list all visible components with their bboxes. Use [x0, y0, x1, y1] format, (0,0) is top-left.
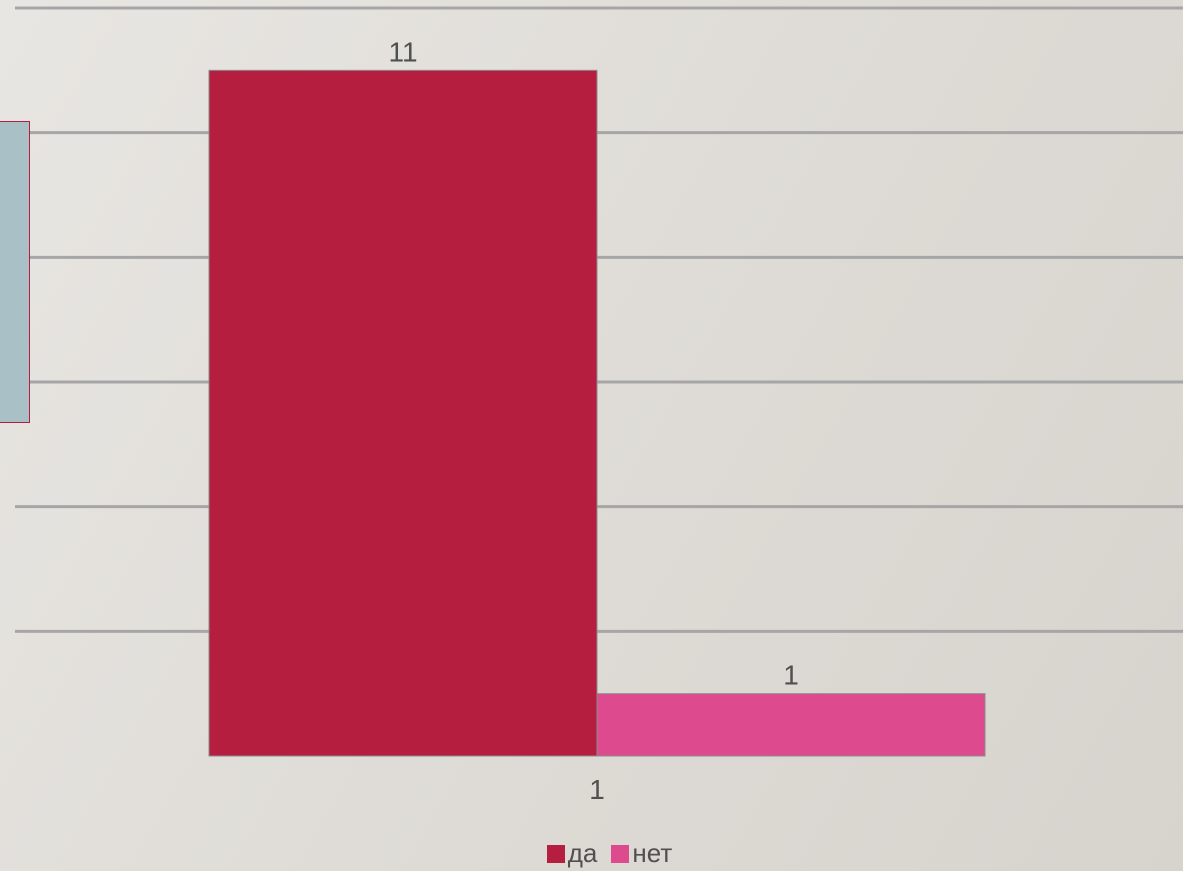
bar-da: [208, 69, 598, 757]
legend: да нет: [0, 838, 1183, 869]
side-decoration-panel: [0, 121, 30, 423]
legend-item-da: да: [546, 838, 598, 869]
legend-swatch-net: [611, 844, 630, 863]
legend-item-net: нет: [611, 838, 672, 869]
data-label-net: 1: [783, 660, 799, 691]
x-tick-label: 1: [589, 774, 605, 805]
bar-net: [596, 693, 986, 757]
legend-swatch-da: [546, 844, 565, 863]
legend-label-da: да: [567, 838, 598, 868]
legend-label-net: нет: [632, 838, 673, 868]
data-label-da: 11: [388, 36, 417, 67]
